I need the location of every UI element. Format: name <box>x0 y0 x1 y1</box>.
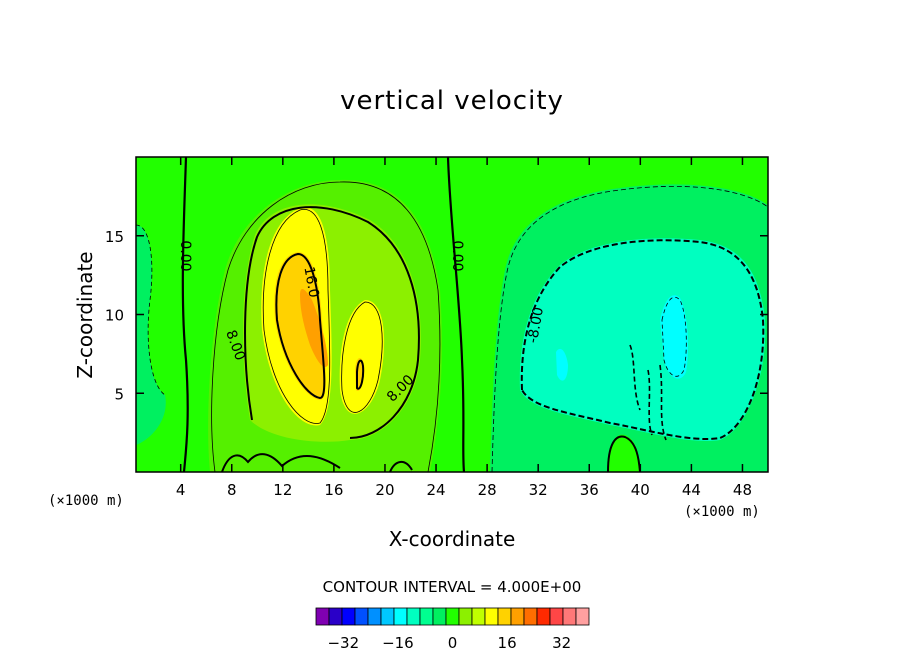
contour-zero-right <box>446 157 466 472</box>
contour-pos-4 <box>211 181 441 472</box>
colorbar-swatch <box>497 607 512 626</box>
x-tick-label: 48 <box>733 481 752 499</box>
colorbar-swatch <box>445 607 460 626</box>
contour-line-layer <box>136 157 768 472</box>
contour-neg-8-fragments <box>629 344 667 441</box>
contour-neg-4 <box>491 185 768 472</box>
region-neg-12-b <box>556 348 568 381</box>
colorbar-swatch <box>562 607 577 626</box>
x-tick-label: 24 <box>426 481 445 499</box>
contour-interval-label: CONTOUR INTERVAL = 4.000E+00 <box>323 578 582 596</box>
contour-label: 0.00 <box>177 240 193 271</box>
colorbar-tick-label: −16 <box>382 634 414 652</box>
x-tick-label: 44 <box>682 481 701 499</box>
contour-pos-12-b <box>341 301 383 413</box>
x-tick-label: 20 <box>375 481 394 499</box>
contour-pos-16-b <box>356 359 365 390</box>
region-pos-16 <box>274 252 326 400</box>
contour-pos-12 <box>262 209 331 424</box>
x-tick-label: 28 <box>478 481 497 499</box>
x-axis-title: X-coordinate <box>389 527 516 551</box>
colorbar-tick-label: −32 <box>327 634 359 652</box>
colorbar-swatch <box>419 607 434 626</box>
contour-zero-bottom <box>607 435 641 472</box>
region-neg-12 <box>660 295 688 379</box>
colorbar-tick-label: 0 <box>448 634 458 652</box>
colorbar-swatch <box>575 607 590 626</box>
colorbar-swatch <box>471 607 486 626</box>
colorbar-swatch <box>458 607 473 626</box>
colorbar-swatch <box>523 607 538 626</box>
y-tick-label: 10 <box>105 307 124 325</box>
contour-label: 0.00 <box>449 240 465 271</box>
region-pos-20 <box>300 288 328 368</box>
colorbar-swatch <box>484 607 499 626</box>
region-neg-8 <box>519 238 766 442</box>
contour-pos-8 <box>244 206 420 439</box>
contour-neg-12 <box>661 296 687 377</box>
colorbar-swatch <box>315 607 330 626</box>
colorbar-swatch <box>354 607 369 626</box>
x-tick-label: 16 <box>324 481 343 499</box>
x-tick-label: 32 <box>529 481 548 499</box>
colorbar-swatch <box>328 607 343 626</box>
x-tick-label: 12 <box>273 481 292 499</box>
colorbar-swatch <box>393 607 408 626</box>
y-tick-label: 15 <box>105 228 124 246</box>
colorbar-swatch <box>510 607 525 626</box>
contour-zero-left <box>181 157 189 472</box>
contour-zero-bottom-left <box>221 453 413 472</box>
x-axis: 4 8 12 16 20 24 28 32 36 40 44 48 <box>176 157 752 499</box>
contour-neg-4-left <box>136 224 166 396</box>
region-left-edge <box>136 225 166 445</box>
x-unit-label-left: (×1000 m) <box>48 493 124 509</box>
region-pos-12-b <box>339 300 385 414</box>
y-tick-label: 5 <box>114 385 124 403</box>
x-tick-label: 36 <box>580 481 599 499</box>
contour-fill-layer <box>136 157 768 472</box>
x-unit-label-right: (×1000 m) <box>684 504 760 520</box>
chart-title: vertical velocity <box>340 86 564 116</box>
colorbar-tick-labels: −32 −16 0 16 32 <box>327 634 571 652</box>
colorbar-swatch <box>432 607 447 626</box>
contour-neg-8 <box>520 239 765 440</box>
contour-pos-16 <box>275 252 326 400</box>
colorbar-swatch <box>380 607 395 626</box>
colorbar-tick-label: 32 <box>552 634 571 652</box>
colorbar <box>315 607 590 626</box>
contour-label: -8.00 <box>525 306 547 344</box>
y-axis: 5 10 15 <box>105 228 768 403</box>
x-tick-label: 8 <box>227 481 237 499</box>
colorbar-swatch <box>549 607 564 626</box>
colorbar-swatch <box>367 607 382 626</box>
colorbar-swatch <box>406 607 421 626</box>
contour-label: 16.0 <box>300 265 321 298</box>
colorbar-tick-label: 16 <box>498 634 517 652</box>
x-tick-label: 40 <box>631 481 650 499</box>
x-tick-label: 4 <box>176 481 186 499</box>
colorbar-swatch <box>341 607 356 626</box>
y-axis-title: Z-coordinate <box>73 251 97 378</box>
colorbar-swatch <box>536 607 551 626</box>
